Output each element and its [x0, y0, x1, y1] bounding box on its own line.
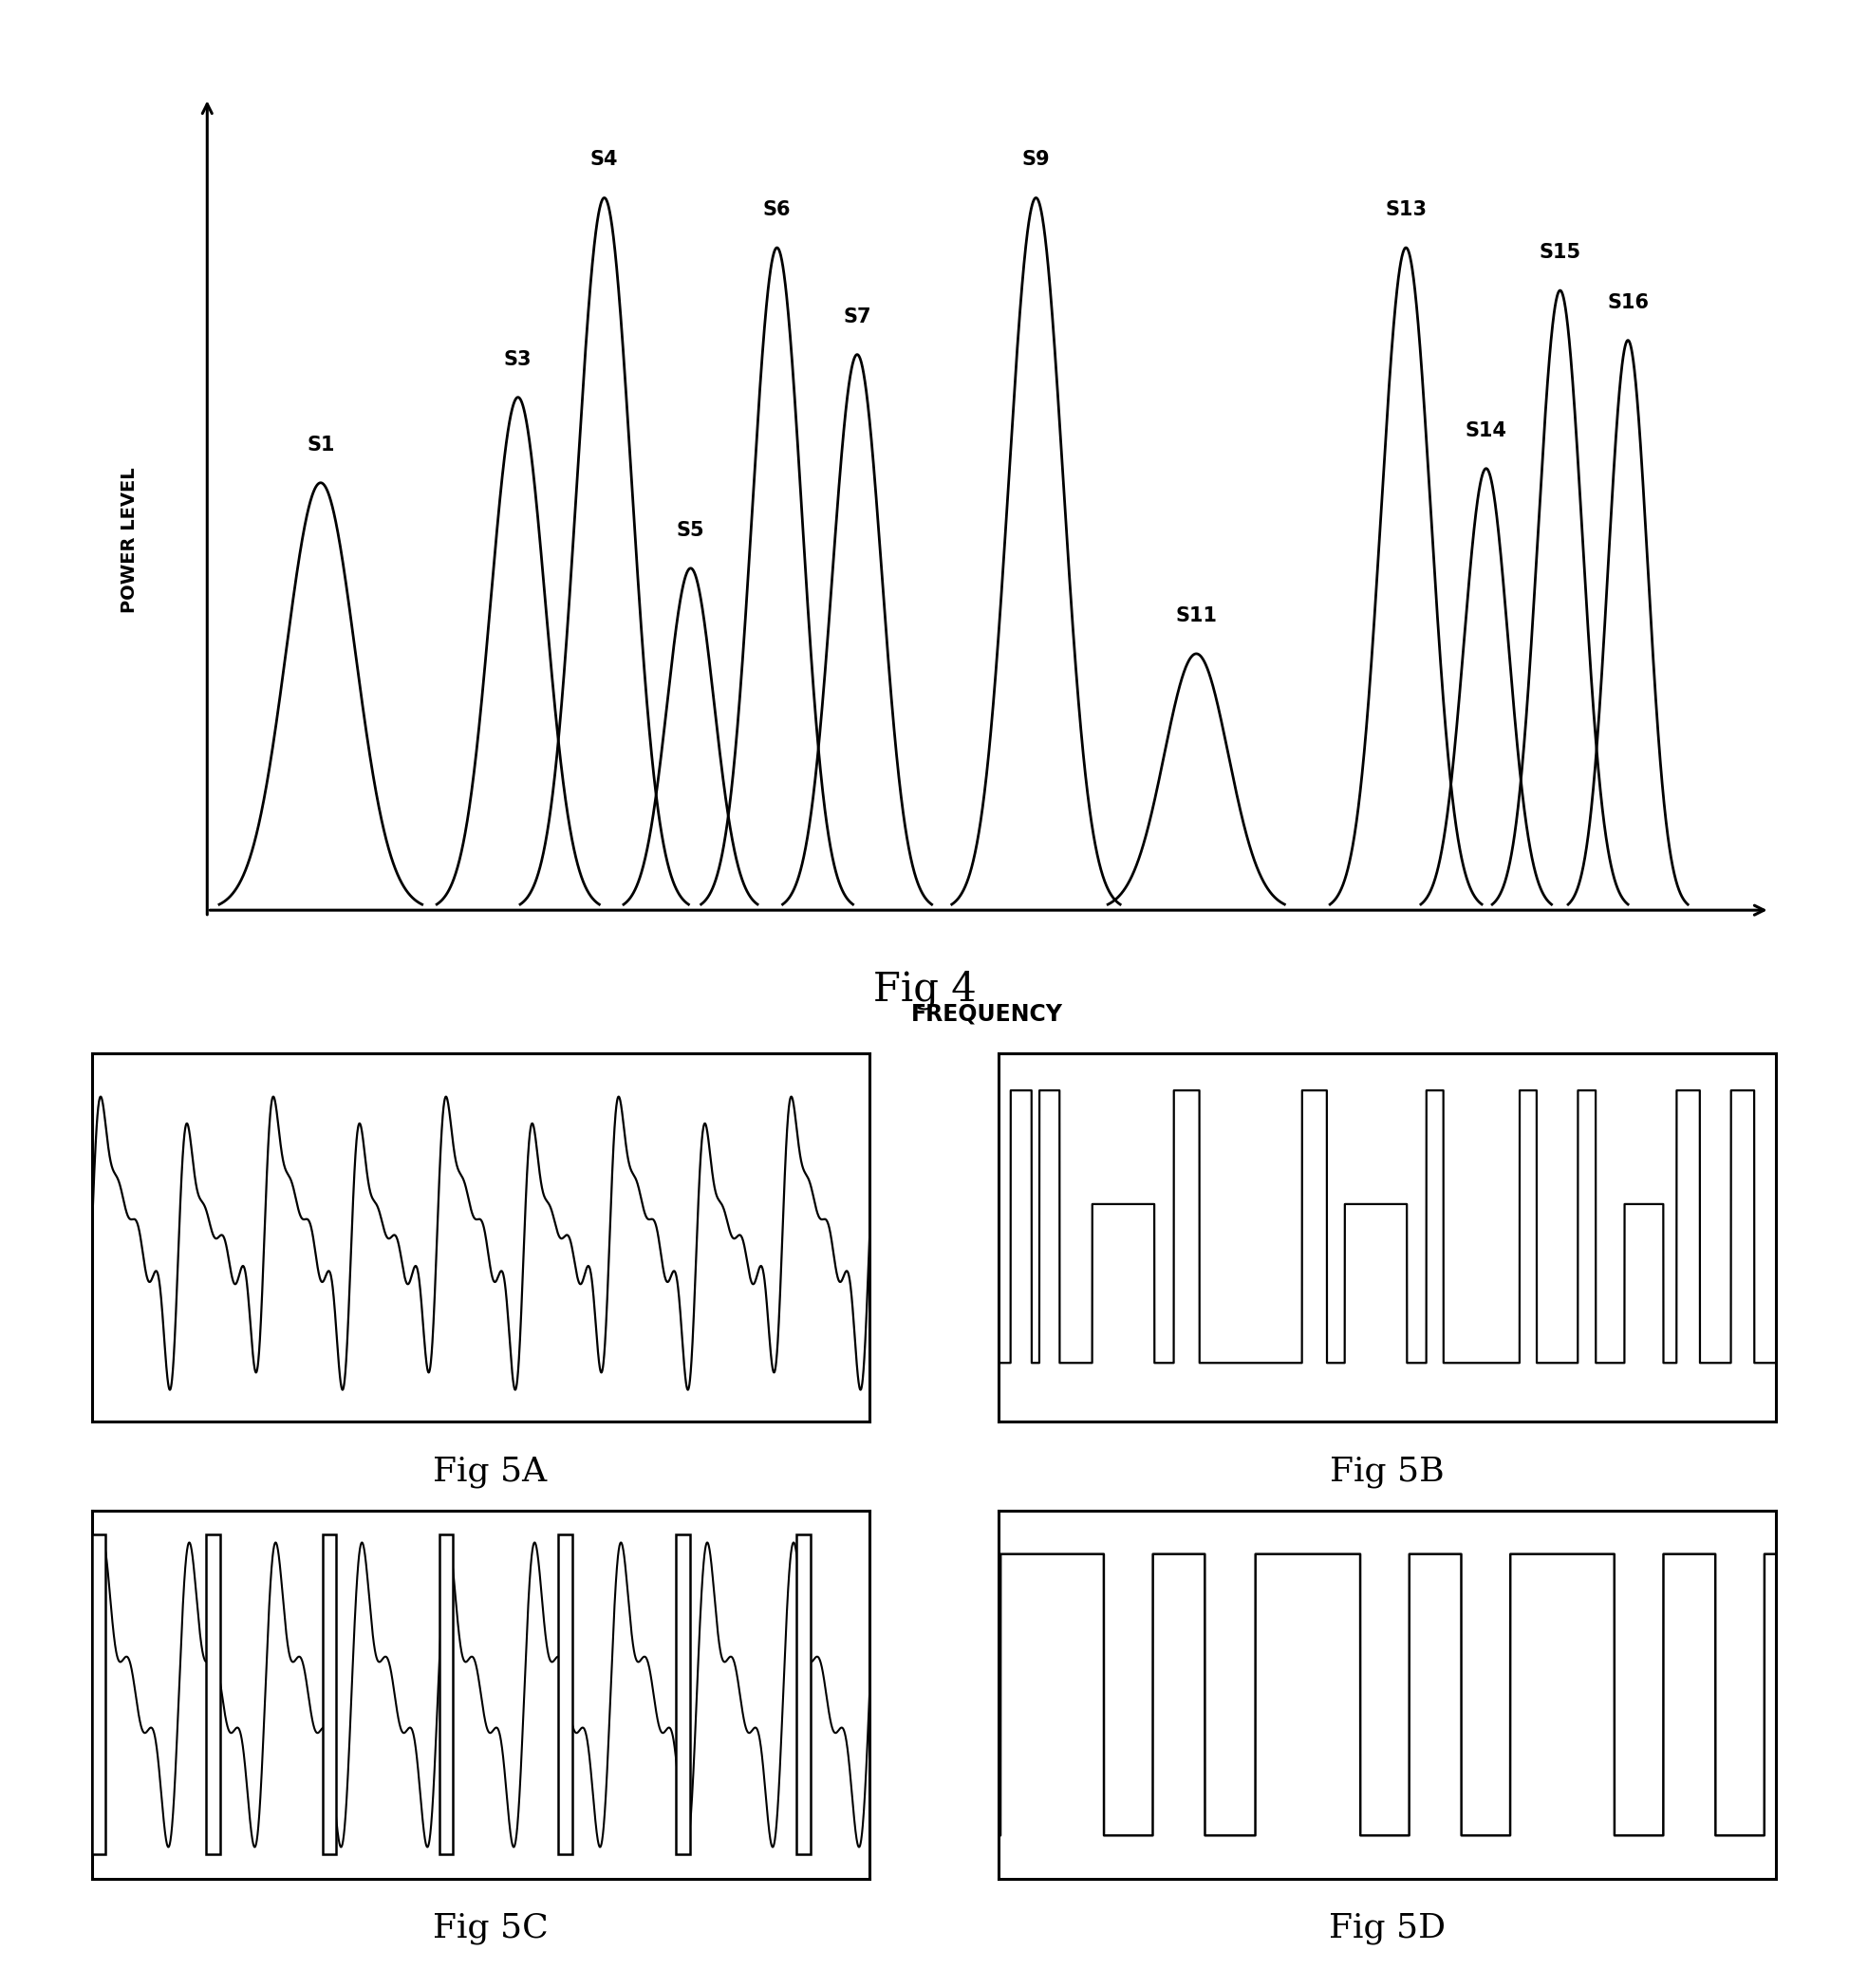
Text: S16: S16	[1607, 292, 1647, 312]
Bar	[558, 1535, 571, 1855]
Text: Fig 5C: Fig 5C	[433, 1912, 547, 1944]
Text: POWER LEVEL: POWER LEVEL	[120, 467, 139, 612]
Bar	[205, 1535, 220, 1855]
Bar	[675, 1535, 690, 1855]
Text: S15: S15	[1538, 243, 1581, 262]
Text: S3: S3	[503, 350, 533, 370]
Bar	[438, 1535, 453, 1855]
Bar	[92, 1535, 105, 1855]
Bar	[322, 1535, 337, 1855]
Text: S1: S1	[307, 435, 335, 453]
Text: S9: S9	[1021, 151, 1050, 169]
Bar	[797, 1535, 810, 1855]
Text: Fig 4: Fig 4	[873, 970, 976, 1010]
Text: FREQUENCY: FREQUENCY	[910, 1002, 1061, 1026]
Text: S4: S4	[590, 151, 618, 169]
Text: S14: S14	[1464, 421, 1507, 439]
Text: S11: S11	[1174, 606, 1217, 624]
Text: S13: S13	[1385, 201, 1426, 219]
Text: S7: S7	[843, 306, 871, 326]
Text: S5: S5	[677, 521, 704, 539]
Text: S6: S6	[762, 201, 791, 219]
Text: Fig 5A: Fig 5A	[433, 1455, 547, 1487]
Text: Fig 5D: Fig 5D	[1328, 1912, 1446, 1944]
Text: Fig 5B: Fig 5B	[1329, 1455, 1444, 1487]
